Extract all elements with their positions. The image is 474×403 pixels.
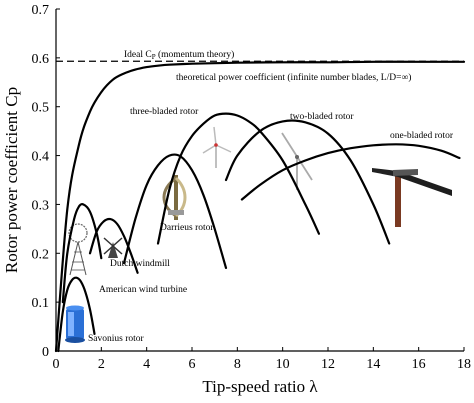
annotation-ideal-cp-subscript: P <box>152 53 156 61</box>
three-bladed-rotor-picture <box>202 126 232 168</box>
series-line-darrieus-rotor <box>122 153 228 269</box>
annotation-savonius: Savonius rotor <box>88 334 145 344</box>
y-axis-title: Rotor power coefficient Cp <box>2 87 21 273</box>
annotations: Ideal CP (momentum theory) theoretical p… <box>88 49 454 344</box>
annotation-ideal-cp: Ideal CP (momentum theory) <box>124 49 234 61</box>
series-line-one-bladed-rotor <box>240 143 461 201</box>
illustrations <box>65 126 452 343</box>
y-tick-label: 0.4 <box>32 150 50 165</box>
x-tick-label: 16 <box>412 357 426 372</box>
annotation-dutch-windmill: Dutch windmill <box>110 259 170 269</box>
x-tick-label: 6 <box>189 357 196 372</box>
y-tick-label: 0.3 <box>32 198 50 213</box>
series-line-theoretical-power-coefficient-infinite-n <box>54 60 466 353</box>
series-line-dutch-windmill <box>88 217 139 274</box>
annotation-darrieus: Darrieus rotor <box>160 223 214 233</box>
two-bladed-rotor-picture <box>281 132 313 190</box>
annotation-theoretical-cp: theoretical power coefficient (infinite … <box>176 72 411 83</box>
y-tick-label: 0.6 <box>32 52 50 67</box>
series-line-savonius-rotor <box>57 276 96 353</box>
series-curves <box>54 60 466 353</box>
y-tick-label: 0.1 <box>32 296 50 311</box>
axis-ticks: 0 2 4 6 8 10 12 14 16 18 0 0.1 0.2 0.3 0.4 0.5 0.6 0.7 <box>32 3 472 372</box>
annotation-ideal-cp-suffix: (momentum theory) <box>156 49 235 60</box>
x-tick-label: 10 <box>276 357 290 372</box>
annotation-american-wind-turbine: American wind turbine <box>99 285 187 295</box>
x-axis-title: Tip-speed ratio λ <box>202 377 318 396</box>
y-tick-label: 0.7 <box>32 3 50 18</box>
y-tick-label: 0.2 <box>32 247 50 262</box>
annotation-one-bladed: one-bladed rotor <box>390 131 454 141</box>
series-line-three-bladed-rotor <box>156 112 320 245</box>
x-tick-label: 12 <box>321 357 335 372</box>
x-tick-label: 2 <box>98 357 105 372</box>
annotation-two-bladed: two-bladed rotor <box>290 112 354 122</box>
annotation-three-bladed: three-bladed rotor <box>130 107 199 117</box>
plot-area <box>55 9 464 352</box>
y-tick-label: 0.5 <box>32 101 50 116</box>
x-tick-label: 14 <box>366 357 380 372</box>
dutch-windmill-picture <box>103 237 123 258</box>
x-tick-label: 8 <box>234 357 241 372</box>
x-tick-label: 0 <box>53 357 60 372</box>
american-wind-turbine-picture <box>68 223 88 276</box>
x-tick-label: 4 <box>143 357 150 372</box>
series-line-two-bladed-rotor <box>224 119 391 245</box>
y-tick-label: 0 <box>42 345 49 360</box>
one-bladed-rotor-picture <box>372 168 452 227</box>
annotation-ideal-cp-text: Ideal C <box>124 50 152 60</box>
x-tick-label: 18 <box>457 357 471 372</box>
savonius-rotor-picture <box>65 305 85 343</box>
